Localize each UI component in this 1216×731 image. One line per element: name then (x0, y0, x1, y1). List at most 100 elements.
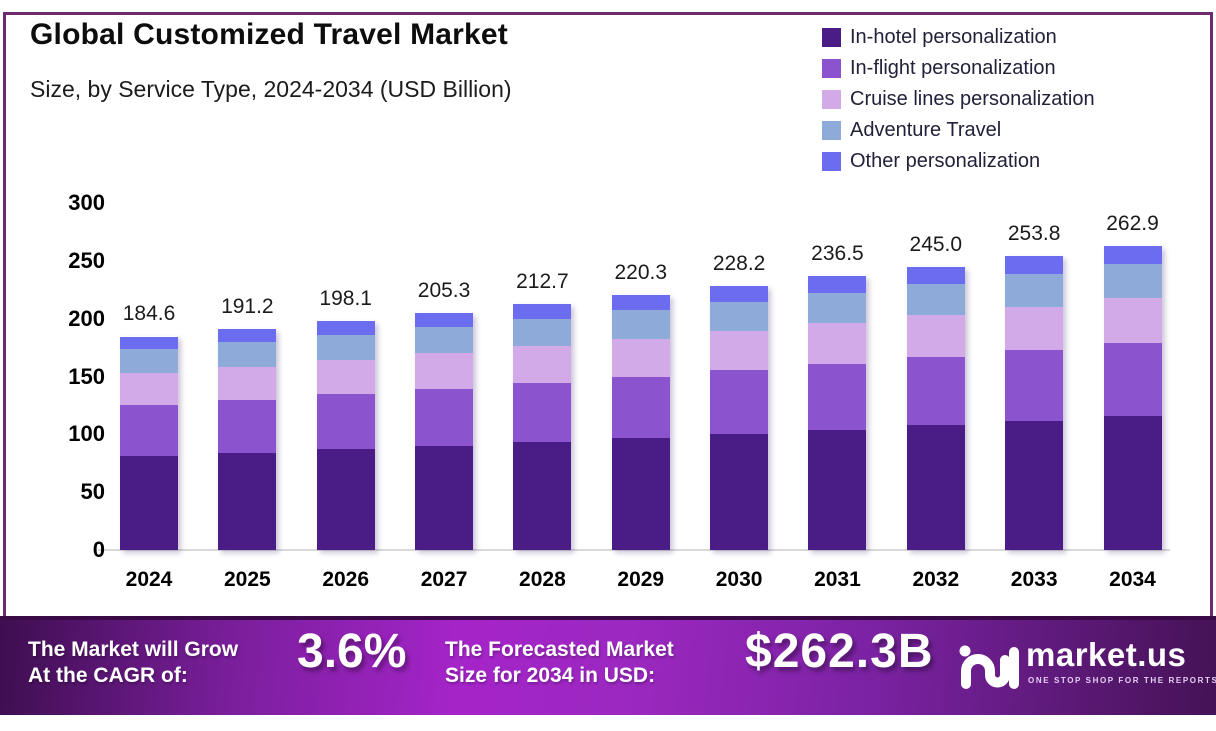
forecast-label: The Forecasted Market Size for 2034 in U… (445, 637, 674, 689)
chart-frame-border (3, 12, 1213, 618)
bar-segment-2024-in-hotel-personalization (120, 456, 178, 550)
bar-total-label-2027: 205.3 (417, 278, 471, 302)
bar-total-label-2026: 198.1 (319, 286, 372, 310)
bar-segment-2032-in-hotel-personalization (906, 425, 965, 550)
bar-segment-2032-cruise-lines-personalization (906, 315, 965, 358)
bar-segment-2031-in-flight-personalization (808, 363, 867, 430)
bar-total-label-2034: 262.9 (1106, 211, 1159, 235)
bar-total-label-2028: 212.7 (516, 269, 569, 293)
page-title: Global Customized Travel Market (30, 18, 508, 51)
bar-segment-2027-other-personalization (415, 312, 474, 327)
legend-label: In-flight personalization (850, 57, 1056, 79)
bar-segment-2028-adventure-travel (513, 318, 572, 347)
bar-segment-2031-cruise-lines-personalization (808, 323, 867, 364)
page-subtitle: Size, by Service Type, 2024-2034 (USD Bi… (30, 76, 512, 102)
bar-segment-2025-in-flight-personalization (218, 399, 277, 453)
bar-2029 (611, 295, 670, 550)
bar-segment-2026-adventure-travel (316, 334, 375, 361)
bar-segment-2033-in-flight-personalization (1005, 350, 1064, 421)
forecast-label-line1: The Forecasted Market (445, 638, 674, 661)
bar-segment-2024-adventure-travel (120, 349, 178, 374)
y-axis-tick-100: 100 (68, 421, 105, 447)
cagr-value: 3.6% (297, 625, 407, 678)
x-axis-tick-2034: 2034 (1109, 568, 1156, 591)
cagr-label-line1: The Market will Grow (28, 638, 239, 661)
legend-item-2: Cruise lines personalization (822, 84, 1095, 115)
legend-swatch-icon (822, 90, 841, 109)
bar-segment-2030-adventure-travel (710, 301, 769, 332)
bar-segment-2027-adventure-travel (415, 326, 474, 354)
bar-2028 (513, 304, 572, 550)
bar-segment-2028-in-flight-personalization (513, 382, 572, 442)
bar-segment-2033-adventure-travel (1005, 274, 1064, 307)
x-axis-tick-2029: 2029 (617, 568, 665, 591)
bar-segment-2034-other-personalization (1103, 245, 1162, 265)
bar-total-label-2029: 220.3 (614, 261, 668, 285)
y-axis-tick-300: 300 (68, 190, 105, 215)
y-axis-tick-150: 150 (68, 363, 105, 389)
bar-segment-2033-cruise-lines-personalization (1005, 306, 1064, 351)
x-axis-tick-2033: 2033 (1010, 568, 1058, 591)
bar-segment-2030-cruise-lines-personalization (710, 331, 769, 371)
marketus-logo-icon (959, 645, 1019, 689)
bar-segment-2027-cruise-lines-personalization (415, 353, 474, 389)
bar-segment-2027-in-hotel-personalization (415, 445, 474, 550)
legend-label: In-hotel personalization (850, 26, 1057, 48)
bar-segment-2034-in-flight-personalization (1103, 343, 1162, 417)
legend-item-3: Adventure Travel (822, 115, 1095, 146)
cagr-label: The Market will Grow At the CAGR of: (28, 637, 238, 689)
bar-total-label-2031: 236.5 (811, 242, 864, 266)
bar-total-label-2030: 228.2 (712, 252, 766, 276)
x-axis-tick-2027: 2027 (420, 568, 468, 591)
legend-swatch-icon (822, 152, 841, 171)
bar-segment-2032-adventure-travel (906, 283, 965, 316)
bar-2025 (218, 328, 277, 550)
bar-segment-2024-cruise-lines-personalization (120, 373, 178, 405)
y-axis-tick-0: 0 (92, 537, 105, 562)
bar-segment-2028-cruise-lines-personalization (513, 346, 572, 383)
bar-segment-2029-cruise-lines-personalization (611, 339, 670, 377)
legend-item-0: In-hotel personalization (822, 22, 1095, 53)
bar-segment-2029-in-hotel-personalization (611, 437, 670, 550)
forecast-value: $262.3B (745, 625, 934, 678)
legend-swatch-icon (822, 59, 841, 78)
bar-segment-2025-in-hotel-personalization (218, 452, 277, 550)
bar-segment-2028-in-hotel-personalization (513, 441, 572, 550)
legend: In-hotel personalization In-flight person… (822, 22, 1095, 177)
stacked-bar-chart: 300 250 200 150 100 50 0 184.6 2024 191.2 2025 198.… (68, 190, 1170, 591)
brand-tagline: ONE STOP SHOP FOR THE REPORTS (1028, 676, 1216, 685)
bar-segment-2029-adventure-travel (611, 310, 670, 340)
bar-segment-2030-in-hotel-personalization (710, 433, 769, 550)
bar-2026 (316, 320, 375, 550)
bar-segment-2031-adventure-travel (808, 292, 867, 324)
bar-segment-2026-in-flight-personalization (316, 394, 375, 450)
bar-total-label-2025: 191.2 (221, 294, 274, 318)
legend-item-1: In-flight personalization (822, 53, 1095, 84)
bar-2031 (808, 276, 867, 550)
brand-name: market.us (1026, 636, 1187, 673)
cagr-label-line2: At the CAGR of: (28, 664, 188, 687)
bar-segment-2034-adventure-travel (1103, 264, 1162, 299)
bar-segment-2025-other-personalization (218, 328, 277, 343)
bar-segment-2026-cruise-lines-personalization (316, 360, 375, 395)
bar-2030 (710, 286, 769, 550)
legend-swatch-icon (822, 28, 841, 47)
bar-segment-2026-other-personalization (316, 320, 375, 335)
bar-total-label-2032: 245.0 (909, 232, 963, 256)
legend-label: Adventure Travel (850, 119, 1002, 141)
forecast-label-line2: Size for 2034 in USD: (445, 664, 656, 687)
bar-2033 (1005, 256, 1064, 550)
bar-segment-2028-other-personalization (513, 304, 572, 319)
bar-2034 (1103, 245, 1162, 550)
legend-label: Other personalization (850, 150, 1041, 172)
x-axis-tick-2030: 2030 (715, 568, 763, 591)
bar-segment-2034-cruise-lines-personalization (1103, 298, 1162, 344)
x-axis-tick-2025: 2025 (223, 568, 271, 591)
bar-2024 (120, 336, 178, 550)
bar-segment-2025-cruise-lines-personalization (218, 366, 277, 400)
bar-segment-2029-other-personalization (611, 295, 670, 311)
footer-banner: The Market will Grow At the CAGR of: 3.6… (0, 616, 1216, 715)
bar-segment-2031-in-hotel-personalization (808, 429, 867, 550)
bar-segment-2031-other-personalization (808, 276, 867, 293)
